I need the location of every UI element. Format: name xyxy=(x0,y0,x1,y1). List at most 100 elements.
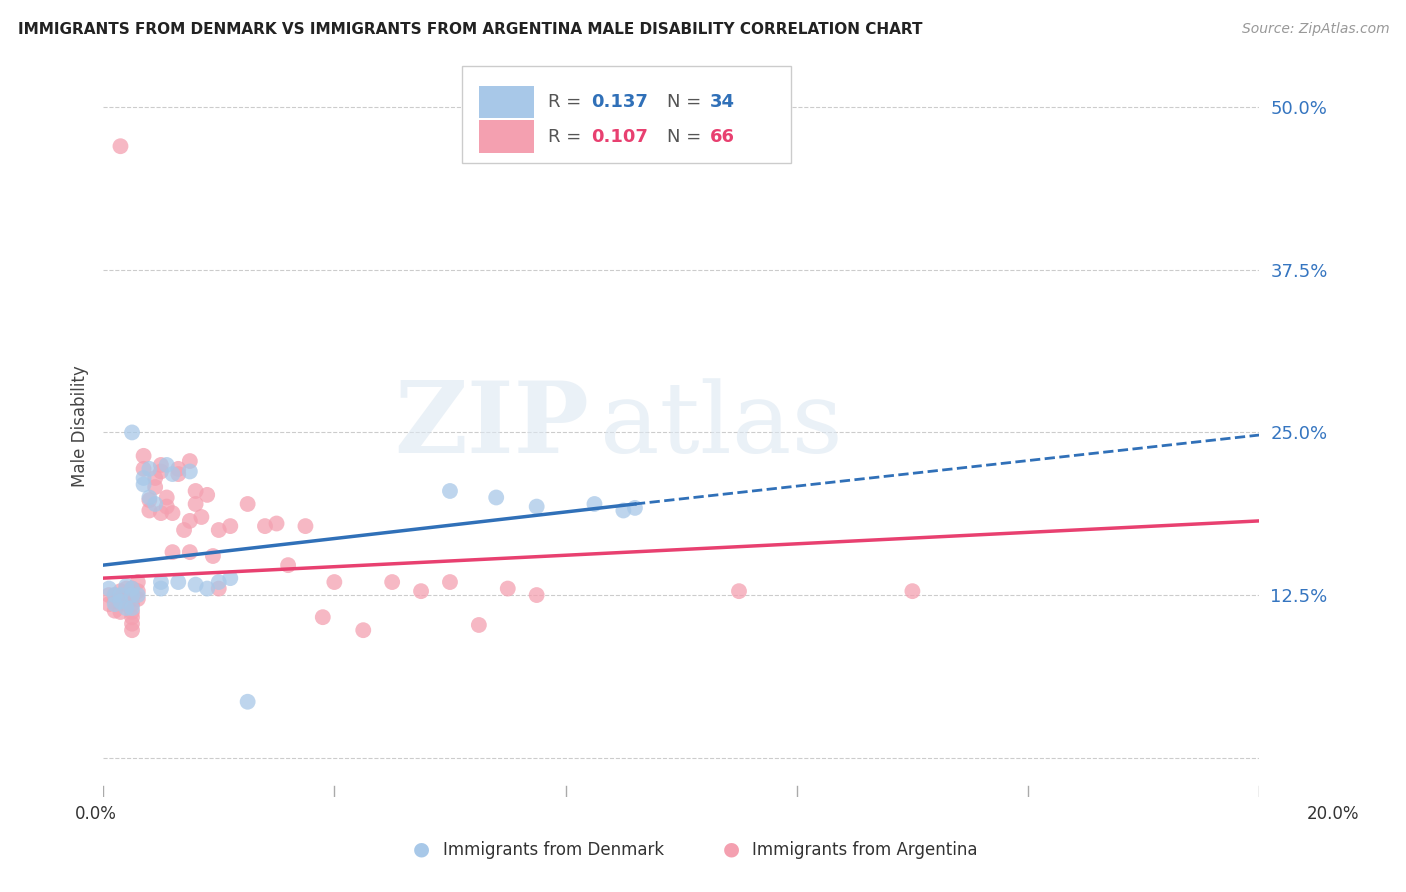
Point xyxy=(132,477,155,491)
Point xyxy=(236,497,259,511)
Point xyxy=(110,139,132,153)
Point xyxy=(179,545,201,559)
Text: ●: ● xyxy=(413,839,430,858)
Text: atlas: atlas xyxy=(600,378,844,474)
Point xyxy=(294,519,316,533)
Point xyxy=(728,584,751,599)
Point xyxy=(121,610,143,624)
Point xyxy=(97,597,120,611)
Point xyxy=(132,462,155,476)
Point xyxy=(624,500,647,515)
Point xyxy=(167,462,190,476)
Point xyxy=(526,588,548,602)
Y-axis label: Male Disability: Male Disability xyxy=(72,365,89,487)
Point xyxy=(208,582,231,596)
Point xyxy=(149,465,172,479)
Point xyxy=(104,588,127,602)
Point xyxy=(323,575,346,590)
Point xyxy=(121,623,143,637)
Point xyxy=(312,610,335,624)
Point xyxy=(121,597,143,611)
Point xyxy=(149,575,172,590)
Point xyxy=(127,575,149,590)
Point xyxy=(162,506,184,520)
Text: Immigrants from Argentina: Immigrants from Argentina xyxy=(752,840,977,858)
Text: R =: R = xyxy=(548,93,588,111)
Point xyxy=(381,575,404,590)
Text: N =: N = xyxy=(668,128,707,145)
Text: 0.107: 0.107 xyxy=(591,128,648,145)
Point xyxy=(97,588,120,602)
Point xyxy=(132,471,155,485)
Point xyxy=(143,497,166,511)
FancyBboxPatch shape xyxy=(479,86,534,118)
FancyBboxPatch shape xyxy=(479,120,534,153)
Point xyxy=(138,503,160,517)
Point xyxy=(121,601,143,615)
Point xyxy=(127,591,149,606)
Point xyxy=(156,458,179,472)
Point xyxy=(97,582,120,596)
Text: Immigrants from Denmark: Immigrants from Denmark xyxy=(443,840,664,858)
Point xyxy=(190,510,212,524)
Point xyxy=(201,549,224,563)
Point xyxy=(104,594,127,608)
Point xyxy=(121,588,143,602)
Point xyxy=(219,571,242,585)
Text: ●: ● xyxy=(723,839,740,858)
Point xyxy=(439,483,461,498)
Text: Source: ZipAtlas.com: Source: ZipAtlas.com xyxy=(1241,22,1389,37)
Point xyxy=(167,575,190,590)
Text: 0.0%: 0.0% xyxy=(75,805,117,822)
Point xyxy=(485,491,508,505)
Point xyxy=(184,483,207,498)
Point xyxy=(115,601,138,615)
Point xyxy=(121,582,143,596)
Point xyxy=(121,582,143,596)
Point xyxy=(115,597,138,611)
Text: N =: N = xyxy=(668,93,707,111)
Point xyxy=(195,488,218,502)
Point xyxy=(104,597,127,611)
Text: R =: R = xyxy=(548,128,588,145)
Point xyxy=(104,588,127,602)
Point xyxy=(121,616,143,631)
Point xyxy=(496,582,519,596)
Point xyxy=(132,449,155,463)
Point xyxy=(121,605,143,619)
Text: 66: 66 xyxy=(710,128,735,145)
Point xyxy=(184,497,207,511)
Point xyxy=(149,506,172,520)
Point xyxy=(236,695,259,709)
Point xyxy=(121,591,143,606)
Point xyxy=(115,579,138,593)
Point xyxy=(110,605,132,619)
Text: ZIP: ZIP xyxy=(394,377,589,475)
Point xyxy=(179,454,201,468)
Text: 34: 34 xyxy=(710,93,735,111)
Point xyxy=(138,493,160,508)
Point xyxy=(583,497,606,511)
Point xyxy=(149,458,172,472)
Point xyxy=(110,584,132,599)
Point xyxy=(901,584,924,599)
Point xyxy=(439,575,461,590)
Point xyxy=(115,582,138,596)
Point xyxy=(104,604,127,618)
Point xyxy=(195,582,218,596)
Point xyxy=(219,519,242,533)
Point xyxy=(110,594,132,608)
Point xyxy=(156,500,179,514)
Point xyxy=(352,623,374,637)
Point xyxy=(149,582,172,596)
Text: 20.0%: 20.0% xyxy=(1306,805,1360,822)
Point xyxy=(266,516,288,531)
Point xyxy=(110,591,132,606)
Point xyxy=(121,425,143,440)
Point xyxy=(409,584,432,599)
FancyBboxPatch shape xyxy=(461,66,792,162)
Point xyxy=(138,462,160,476)
Point xyxy=(162,467,184,481)
Point xyxy=(127,584,149,599)
Point xyxy=(208,523,231,537)
